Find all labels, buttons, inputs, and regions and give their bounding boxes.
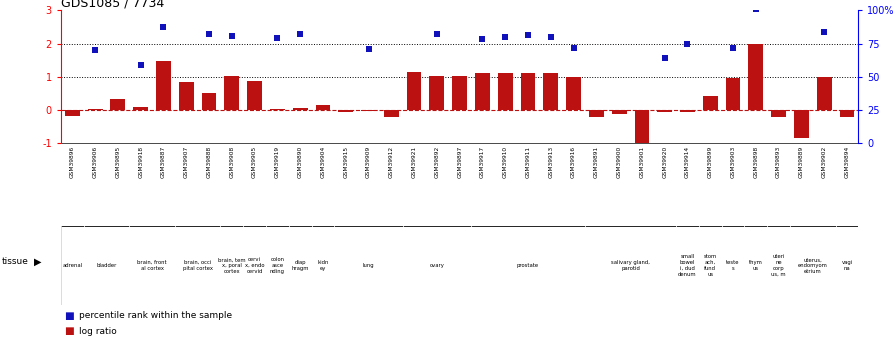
Bar: [680, 110, 695, 112]
Text: lung: lung: [363, 263, 375, 268]
Text: GSM39917: GSM39917: [480, 146, 485, 178]
Text: GSM39909: GSM39909: [366, 146, 371, 178]
Text: brain, front
al cortex: brain, front al cortex: [137, 260, 167, 271]
Text: cervi
x, endo
cervid: cervi x, endo cervid: [245, 257, 264, 274]
Text: GSM39907: GSM39907: [184, 146, 189, 178]
Bar: [726, 78, 740, 110]
Text: stom
ach,
fund
us: stom ach, fund us: [703, 255, 717, 277]
Text: GSM39919: GSM39919: [275, 146, 280, 178]
Text: GSM39895: GSM39895: [116, 146, 120, 178]
Bar: [224, 76, 239, 110]
Text: GSM39914: GSM39914: [685, 146, 690, 178]
Text: uterus,
endomyom
etrium: uterus, endomyom etrium: [797, 257, 828, 274]
Bar: [748, 43, 763, 110]
Text: GSM39921: GSM39921: [411, 146, 417, 178]
Bar: [521, 73, 536, 110]
Text: GSM39900: GSM39900: [616, 146, 622, 178]
Text: GSM39897: GSM39897: [457, 146, 462, 178]
Text: GSM39918: GSM39918: [138, 146, 143, 178]
Text: percentile rank within the sample: percentile rank within the sample: [79, 311, 232, 320]
Bar: [475, 73, 490, 110]
Text: GSM39889: GSM39889: [799, 146, 804, 178]
Text: ▶: ▶: [34, 257, 41, 267]
Bar: [452, 76, 467, 110]
Text: kidn
ey: kidn ey: [317, 260, 329, 271]
Text: small
bowel
i, dud
denum: small bowel i, dud denum: [678, 255, 697, 277]
Bar: [498, 73, 513, 110]
Bar: [88, 109, 102, 110]
Bar: [270, 109, 285, 110]
Bar: [634, 110, 650, 161]
Text: GSM39913: GSM39913: [548, 146, 554, 178]
Text: GSM39902: GSM39902: [822, 146, 827, 178]
Text: bladder: bladder: [96, 263, 116, 268]
Text: adrenal: adrenal: [62, 263, 82, 268]
Text: GSM39894: GSM39894: [844, 146, 849, 178]
Text: vagi
na: vagi na: [841, 260, 853, 271]
Bar: [247, 81, 262, 110]
Text: GSM39903: GSM39903: [730, 146, 736, 178]
Text: colon
asce
nding: colon asce nding: [270, 257, 285, 274]
Text: brain, occi
pital cortex: brain, occi pital cortex: [183, 260, 212, 271]
Bar: [543, 73, 558, 110]
Text: GSM39904: GSM39904: [321, 146, 325, 178]
Text: uteri
ne
corp
us, m: uteri ne corp us, m: [771, 255, 786, 277]
Text: thym
us: thym us: [749, 260, 762, 271]
Text: brain, tem
x, poral
cortex: brain, tem x, poral cortex: [218, 257, 246, 274]
Text: GSM39887: GSM39887: [161, 146, 166, 178]
Text: GSM39906: GSM39906: [92, 146, 98, 178]
Text: GSM39891: GSM39891: [594, 146, 599, 178]
Text: GSM39888: GSM39888: [206, 146, 211, 178]
Bar: [383, 110, 399, 117]
Bar: [202, 93, 217, 110]
Bar: [179, 82, 194, 110]
Text: GSM39892: GSM39892: [435, 146, 439, 178]
Bar: [361, 110, 376, 111]
Bar: [840, 110, 855, 117]
Bar: [429, 76, 444, 110]
Text: GSM39912: GSM39912: [389, 146, 394, 178]
Bar: [702, 96, 718, 110]
Bar: [156, 61, 171, 110]
Text: GSM39908: GSM39908: [229, 146, 235, 178]
Text: GSM39905: GSM39905: [252, 146, 257, 178]
Bar: [612, 110, 626, 114]
Text: GSM39896: GSM39896: [70, 146, 75, 178]
Bar: [293, 108, 307, 110]
Bar: [589, 110, 604, 117]
Bar: [110, 99, 125, 110]
Bar: [566, 77, 581, 110]
Text: ovary: ovary: [429, 263, 444, 268]
Bar: [339, 110, 353, 112]
Text: GDS1085 / 7734: GDS1085 / 7734: [61, 0, 164, 9]
Text: GSM39901: GSM39901: [640, 146, 644, 178]
Bar: [134, 107, 148, 110]
Bar: [771, 110, 786, 117]
Text: tissue: tissue: [2, 257, 29, 266]
Text: GSM39911: GSM39911: [525, 146, 530, 178]
Bar: [817, 77, 831, 110]
Text: diap
hragm: diap hragm: [291, 260, 309, 271]
Text: GSM39890: GSM39890: [297, 146, 303, 178]
Text: prostate: prostate: [517, 263, 539, 268]
Text: GSM39916: GSM39916: [571, 146, 576, 178]
Text: salivary gland,
parotid: salivary gland, parotid: [611, 260, 650, 271]
Text: GSM39893: GSM39893: [776, 146, 781, 178]
Text: GSM39899: GSM39899: [708, 146, 713, 178]
Text: ■: ■: [65, 311, 74, 321]
Bar: [65, 110, 80, 116]
Text: GSM39920: GSM39920: [662, 146, 668, 178]
Bar: [658, 110, 672, 112]
Text: log ratio: log ratio: [79, 327, 116, 336]
Bar: [794, 110, 809, 138]
Bar: [315, 105, 331, 110]
Text: GSM39915: GSM39915: [343, 146, 349, 178]
Text: teste
s: teste s: [727, 260, 740, 271]
Text: ■: ■: [65, 326, 74, 336]
Bar: [407, 72, 421, 110]
Text: GSM39910: GSM39910: [503, 146, 508, 178]
Text: GSM39898: GSM39898: [754, 146, 758, 178]
